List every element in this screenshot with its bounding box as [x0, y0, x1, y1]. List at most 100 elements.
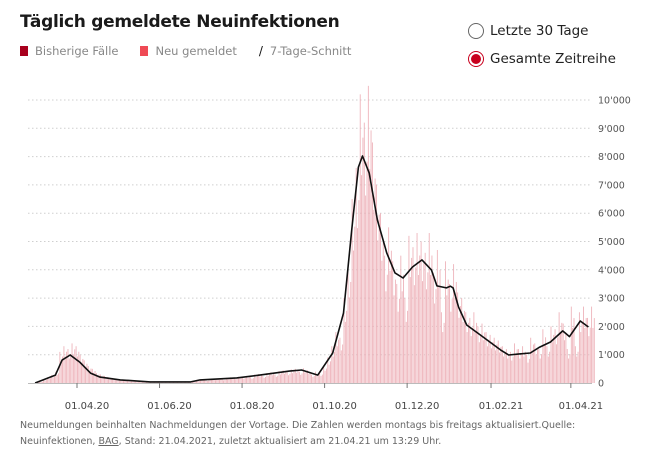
bar [524, 351, 526, 383]
bar [542, 329, 544, 383]
bar [213, 379, 215, 383]
bar [488, 339, 490, 383]
bar [431, 255, 433, 383]
bar [275, 376, 277, 383]
bar [58, 373, 59, 383]
bar [546, 346, 548, 383]
legend-label: Bisherige Fälle [35, 44, 119, 58]
bar [132, 381, 134, 383]
radio-unchecked-icon[interactable] [468, 22, 484, 39]
bar [555, 344, 557, 383]
bar [516, 349, 518, 383]
y-tick-label: 6'000 [598, 209, 625, 220]
x-tick-label: 01.04.21 [559, 401, 604, 412]
bar [62, 356, 64, 383]
bar [438, 287, 440, 383]
bar [101, 376, 103, 383]
bar [405, 321, 407, 383]
bar [512, 356, 514, 383]
bar [200, 380, 202, 383]
bar [223, 380, 225, 383]
bar [501, 346, 503, 383]
bar [474, 332, 476, 383]
footer-text: , Stand: 21.04.2021, zuletzt aktualisier… [118, 436, 442, 447]
bar [442, 332, 444, 383]
bar [424, 252, 426, 383]
bar [447, 279, 449, 383]
y-tick-label: 3'000 [598, 294, 625, 305]
bar [584, 327, 586, 383]
bar [53, 376, 55, 383]
bar [127, 380, 128, 383]
footer-text: Neumeldungen beinhalten Nachmeldungen de… [20, 420, 576, 431]
radio-checked-icon[interactable] [468, 50, 484, 67]
bar [522, 346, 524, 383]
radio-last-30-days[interactable]: Letzte 30 Tage [468, 18, 616, 43]
bar [196, 381, 197, 383]
bar [256, 375, 258, 383]
bar [90, 368, 92, 383]
bar [370, 130, 372, 383]
bar [131, 381, 133, 383]
y-tick-label: 5'000 [598, 237, 625, 248]
x-tick-label: 01.02.21 [479, 401, 524, 412]
bar [45, 380, 47, 383]
bar [128, 380, 130, 383]
bar [462, 321, 464, 383]
bar [139, 381, 141, 383]
bar [520, 354, 522, 383]
bar [43, 379, 45, 383]
bar [135, 381, 137, 383]
bar [531, 350, 533, 383]
radio-full-series[interactable]: Gesamte Zeitreihe [468, 46, 616, 71]
bar [551, 342, 553, 383]
bar [535, 354, 537, 383]
bar [212, 379, 214, 383]
bar [393, 295, 395, 383]
bar [354, 226, 356, 383]
bar [564, 340, 565, 383]
x-tick-label: 01.08.20 [230, 401, 275, 412]
bar [371, 142, 373, 383]
bar [538, 349, 540, 383]
bar [376, 184, 377, 383]
bar [518, 349, 519, 383]
bar [262, 375, 264, 383]
bar [472, 327, 473, 383]
bar [469, 317, 471, 383]
chart-title: Täglich gemeldete Neuinfektionen [20, 12, 340, 32]
y-tick-label: 4'000 [598, 265, 625, 276]
bar [435, 289, 437, 383]
bar [390, 250, 392, 383]
bar [427, 272, 429, 383]
source-link-bag[interactable]: BAG [98, 436, 119, 447]
legend-item-neu: Neu gemeldet [140, 44, 237, 58]
bar [317, 373, 319, 383]
bar [66, 351, 68, 383]
bar [420, 241, 422, 383]
bar [59, 351, 61, 383]
bar [106, 376, 108, 383]
bar [78, 351, 80, 383]
bar [324, 370, 326, 383]
bar [565, 332, 567, 383]
bar [44, 380, 46, 383]
bar [123, 380, 124, 383]
bar [114, 378, 116, 383]
bar [328, 364, 330, 383]
bar [367, 85, 369, 383]
bar [323, 366, 325, 383]
bar [266, 373, 268, 383]
bar [308, 373, 310, 383]
bar [470, 336, 472, 383]
bar [519, 358, 521, 383]
bar [450, 311, 452, 383]
bar [68, 358, 70, 383]
bar [580, 332, 582, 383]
bar [432, 272, 434, 383]
bar [574, 346, 576, 383]
bar [335, 332, 337, 383]
bar [93, 372, 95, 383]
bar [500, 346, 502, 383]
bar [312, 376, 314, 383]
